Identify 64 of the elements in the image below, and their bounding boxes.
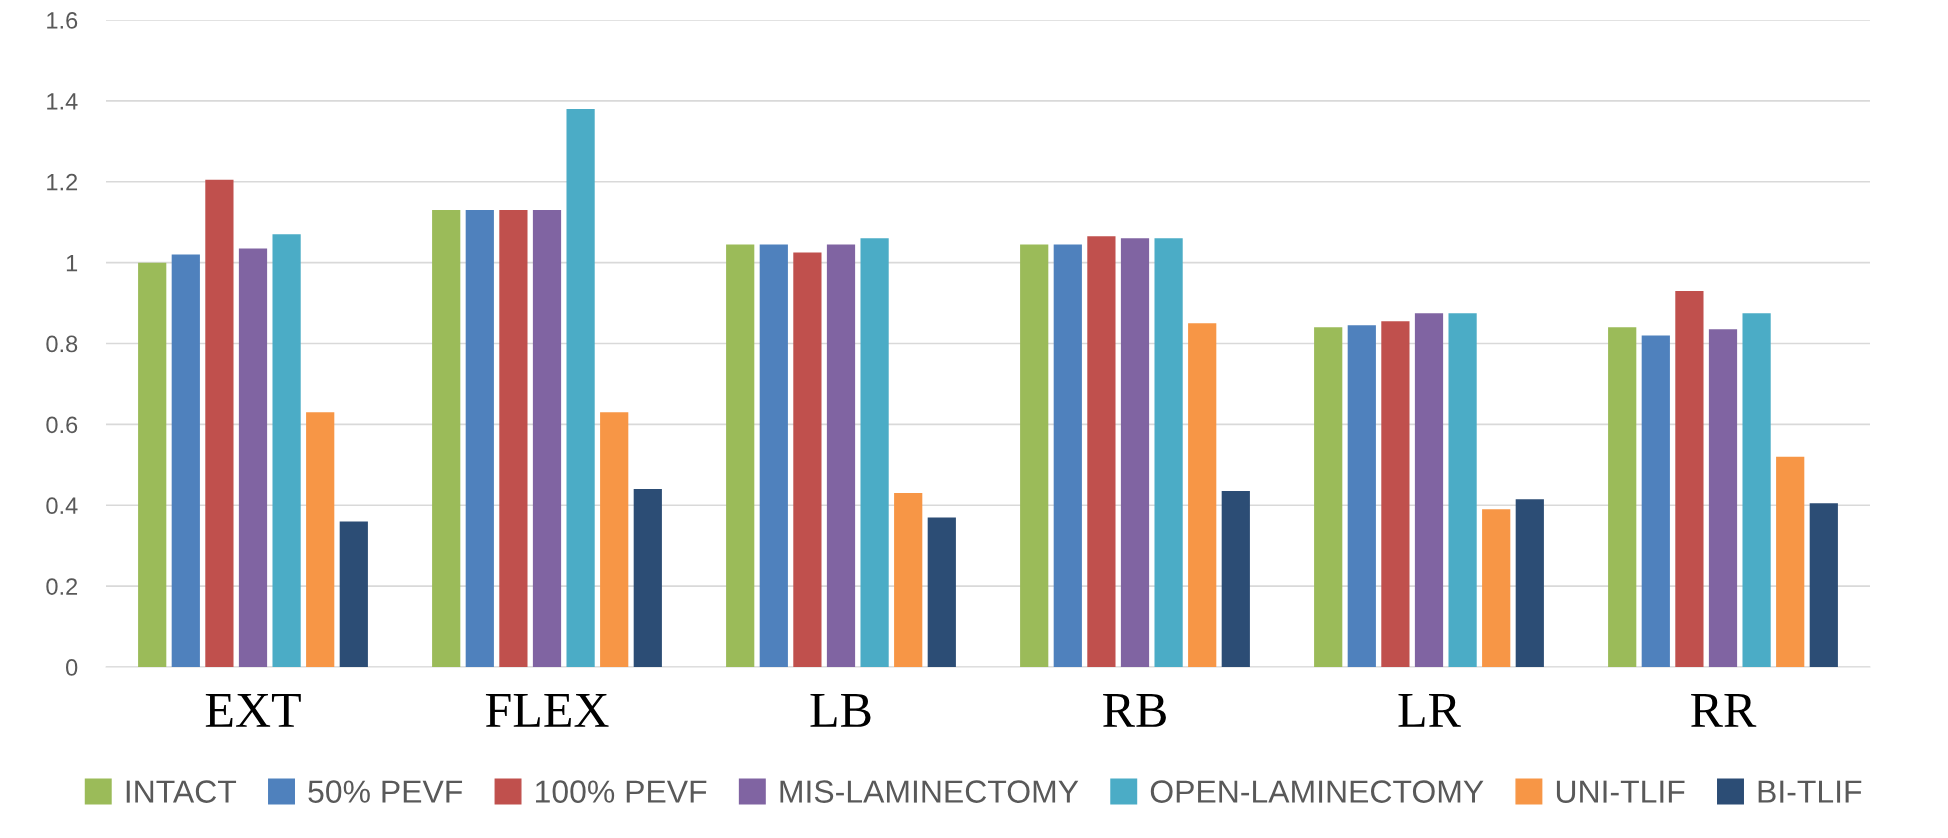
- bar: [1742, 313, 1771, 667]
- x-tick-label: LB: [810, 693, 871, 727]
- bar: [465, 210, 494, 667]
- legend-label: OPEN-LAMINECTOMY: [1150, 780, 1484, 803]
- bar: [1120, 238, 1150, 667]
- bar: [1809, 503, 1838, 667]
- bar: [566, 108, 595, 667]
- legend-label: INTACT: [126, 780, 237, 803]
- bar: [1154, 238, 1183, 667]
- bar: [1221, 491, 1250, 667]
- bar: [1314, 327, 1343, 667]
- y-tick-label: 0: [66, 659, 78, 676]
- bar: [793, 252, 822, 667]
- bar: [1347, 325, 1376, 667]
- bar: [826, 244, 856, 667]
- bar: [272, 234, 301, 667]
- legend-label: UNI-TLIF: [1556, 780, 1685, 803]
- x-tick-label: EXT: [205, 693, 301, 727]
- y-tick-label: 1.2: [47, 173, 78, 191]
- bar: [432, 210, 461, 667]
- bar: [1708, 329, 1738, 667]
- y-tick-label: 0.8: [46, 335, 78, 353]
- x-tick-label: FLEX: [485, 693, 609, 727]
- bar: [927, 517, 956, 667]
- bar: [1515, 499, 1544, 667]
- x-tick-label: RB: [1103, 693, 1166, 727]
- bar: [726, 244, 755, 667]
- bar: [759, 244, 788, 667]
- y-tick-label: 1.6: [47, 12, 78, 29]
- x-tick-label: LR: [1398, 693, 1461, 727]
- x-tick-label: RR: [1691, 693, 1757, 727]
- legend-label: MIS-LAMINECTOMY: [780, 780, 1079, 803]
- y-tick-label: 0.4: [46, 497, 78, 515]
- bar: [633, 489, 662, 667]
- bar: [1641, 335, 1670, 667]
- bar: [860, 238, 889, 667]
- bar: [532, 210, 562, 667]
- bar: [171, 254, 200, 667]
- bar: [138, 262, 167, 667]
- legend-label: BI-TLIF: [1758, 780, 1862, 803]
- bar: [1020, 244, 1049, 667]
- y-tick-label: 1: [66, 254, 78, 272]
- y-tick-label: 1.4: [47, 93, 78, 110]
- bar: [339, 521, 368, 667]
- bar: [1675, 290, 1704, 667]
- y-tick-label: 0.2: [46, 578, 78, 595]
- bar: [1608, 327, 1637, 667]
- bar: [238, 248, 268, 667]
- bar: [894, 493, 923, 667]
- bar: [1482, 509, 1511, 667]
- bar: [205, 179, 234, 667]
- bar: [1053, 244, 1082, 667]
- bar: [306, 412, 335, 667]
- legend-label: 100% PEVF: [536, 780, 707, 803]
- bar: [1381, 321, 1410, 667]
- bar: [1414, 313, 1444, 667]
- bar: [1188, 323, 1217, 667]
- bar: [1087, 236, 1116, 667]
- bar: [600, 412, 629, 667]
- bar: [499, 210, 528, 667]
- bar: [1776, 456, 1805, 667]
- y-tick-label: 0.6: [46, 416, 78, 434]
- bar: [1448, 313, 1477, 667]
- legend-label: 50% PEVF: [308, 780, 463, 803]
